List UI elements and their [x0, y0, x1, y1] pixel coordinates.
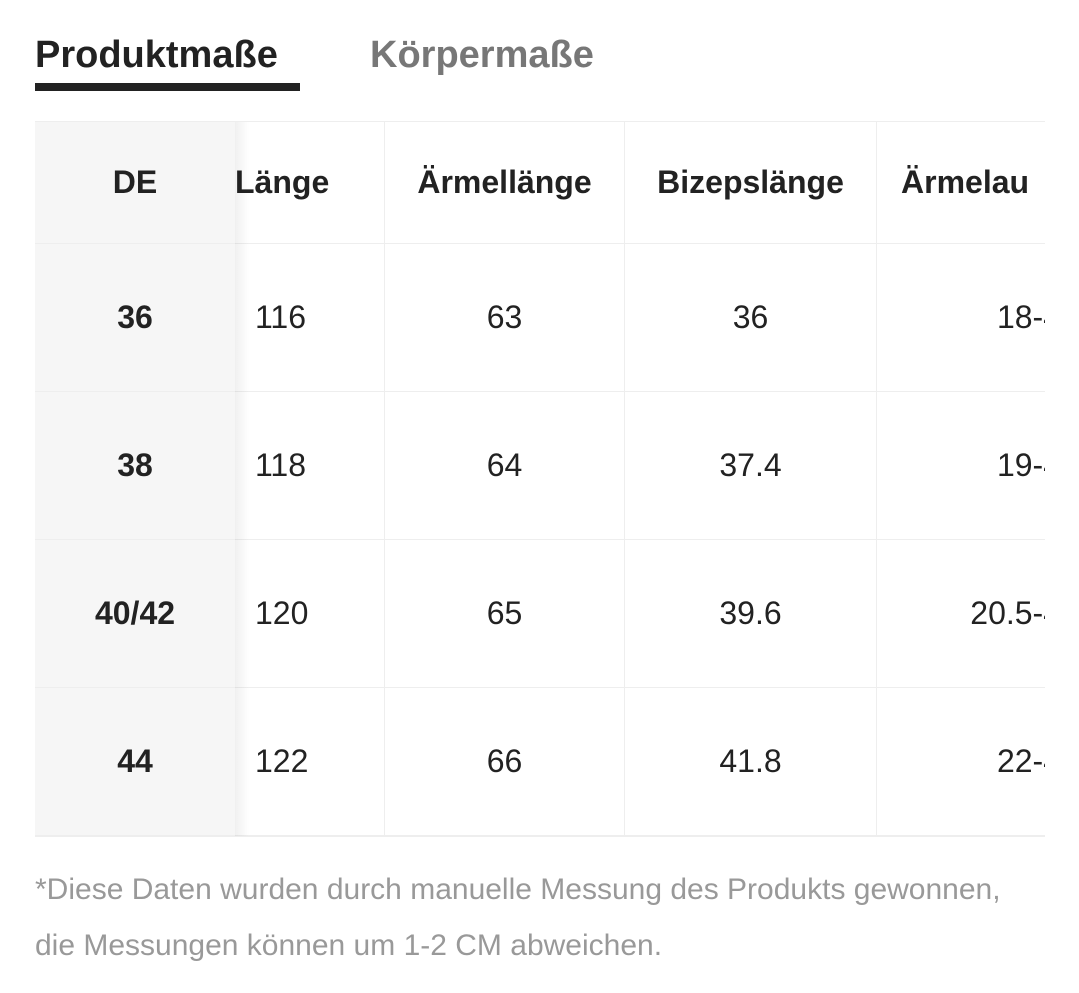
table-cell: 36 [35, 244, 235, 392]
cell-text: 39.6 [719, 595, 782, 631]
table-cell: 36 [625, 244, 877, 392]
column-header: DE [35, 122, 235, 244]
cell-text: 122 [255, 743, 309, 779]
table-cell: 118 [235, 392, 385, 540]
table-cell: 40/42 [35, 540, 235, 688]
cell-text: 116 [255, 299, 307, 335]
column-header: Länge [235, 122, 385, 244]
table-cell: 116 [235, 244, 385, 392]
cell-text: Ärmellänge [417, 164, 592, 200]
table-cell: 65 [385, 540, 625, 688]
cell-text: 38 [117, 447, 153, 483]
cell-text: 65 [486, 595, 523, 631]
cell-text: 20.5-4 [970, 595, 1045, 631]
table-cell: 44 [35, 688, 235, 836]
table-cell: 37.4 [625, 392, 877, 540]
table-cell: 41.8 [625, 688, 877, 836]
cell-text: 40/42 [94, 595, 176, 631]
cell-text: 36 [117, 299, 153, 335]
cell-text: 37.4 [719, 447, 782, 483]
table-cell: 19-4 [877, 392, 1045, 540]
tab[interactable]: Körpermaße [370, 34, 594, 76]
table-cell: 22-4 [877, 688, 1045, 836]
cell-text: 44 [117, 743, 153, 779]
table-cell: 64 [385, 392, 625, 540]
column-header: Bizepslänge [625, 122, 877, 244]
cell-text: 36 [732, 299, 769, 335]
table-cell: 39.6 [625, 540, 877, 688]
table-cell: 120 [235, 540, 385, 688]
tab-underline [35, 83, 300, 91]
table-cell: 18-4 [877, 244, 1045, 392]
cell-text: Ärmelau [901, 164, 1030, 200]
size-table: DE Länge Ärmellänge Bizepslänge Ärmelau 36 116… [35, 121, 1045, 837]
cell-text: 64 [486, 447, 523, 483]
cell-text: 41.8 [719, 743, 782, 779]
cell-text: 120 [255, 595, 309, 631]
cell-text: DE [112, 164, 158, 200]
column-header: Ärmelau [877, 122, 1045, 244]
cell-text: 22-4 [996, 743, 1045, 779]
cell-text: Länge [235, 164, 330, 200]
table-cell: 63 [385, 244, 625, 392]
table-cell: 38 [35, 392, 235, 540]
table-cell: 20.5-4 [877, 540, 1045, 688]
column-header: Ärmellänge [385, 122, 625, 244]
footnote: *Diese Daten wurden durch manuelle Messu… [35, 873, 1001, 962]
cell-text: 19-4 [996, 447, 1045, 483]
cell-text: 118 [255, 447, 307, 483]
cell-text: 18-4 [996, 299, 1045, 335]
column-shadow [235, 122, 249, 836]
cell-text: 66 [486, 743, 523, 779]
cell-text: Bizepslänge [657, 164, 844, 200]
table-cell: 122 [235, 688, 385, 836]
table-cell: 66 [385, 688, 625, 836]
cell-text: 63 [486, 299, 523, 335]
tab[interactable]: Produktmaße [35, 34, 278, 76]
